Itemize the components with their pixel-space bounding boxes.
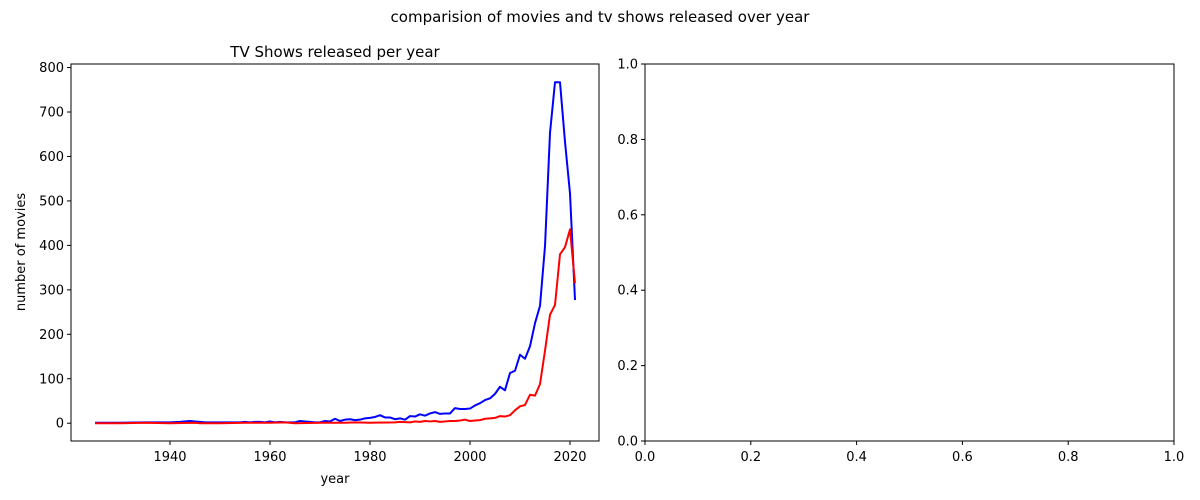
y-tick-label: 0.8 bbox=[617, 133, 638, 148]
x-tick-label: 1960 bbox=[253, 450, 286, 465]
y-tick-label: 0.6 bbox=[617, 208, 638, 223]
y-tick-label: 300 bbox=[39, 283, 64, 298]
plot-frame bbox=[644, 63, 1175, 442]
axis-ticks: 1940 1960 1980 2000 2020 0 100 200 300 400 500 600 7… bbox=[39, 61, 586, 465]
empty-chart: 0.0 0.2 0.4 0.6 0.8 1.0 0.0 0.2 0.4 0.6 0.8 1.0 bbox=[617, 58, 1184, 466]
x-tick-label: 1.0 bbox=[1164, 450, 1185, 465]
x-tick-label: 0.0 bbox=[635, 450, 656, 465]
y-tick-label: 200 bbox=[39, 328, 64, 343]
series-line-tv-shows bbox=[95, 228, 576, 425]
y-tick-label: 0.4 bbox=[617, 284, 638, 299]
y-tick-label: 1.0 bbox=[617, 58, 638, 73]
y-tick-label: 800 bbox=[39, 61, 64, 76]
y-tick-label: 0.2 bbox=[617, 359, 638, 374]
y-tick-label: 600 bbox=[39, 150, 64, 165]
x-tick-label: 0.8 bbox=[1058, 450, 1079, 465]
chart-title: TV Shows released per year bbox=[229, 43, 440, 61]
plot-frame bbox=[70, 63, 600, 442]
y-tick-label: 0.0 bbox=[617, 435, 638, 450]
y-tick-label: 700 bbox=[39, 106, 64, 121]
x-tick-label: 2020 bbox=[553, 450, 586, 465]
x-axis-label: year bbox=[320, 472, 350, 487]
y-tick-label: 100 bbox=[39, 372, 64, 387]
x-tick-label: 1940 bbox=[153, 450, 186, 465]
x-tick-label: 0.6 bbox=[952, 450, 973, 465]
series-lines bbox=[95, 81, 576, 425]
x-tick-label: 0.4 bbox=[846, 450, 867, 465]
x-tick-label: 1980 bbox=[353, 450, 386, 465]
figure-suptitle: comparision of movies and tv shows relea… bbox=[391, 8, 811, 26]
plot-area bbox=[71, 64, 599, 441]
plot-area bbox=[645, 64, 1174, 441]
y-tick-label: 500 bbox=[39, 194, 64, 209]
y-tick-label: 400 bbox=[39, 239, 64, 254]
y-axis-label: number of movies bbox=[14, 193, 29, 311]
x-tick-label: 0.2 bbox=[740, 450, 761, 465]
x-tick-label: 2000 bbox=[453, 450, 486, 465]
tv-shows-line-chart: 1940 1960 1980 2000 2020 0 100 200 300 400 500 600 7… bbox=[14, 43, 600, 487]
y-tick-label: 0 bbox=[56, 417, 64, 432]
axis-ticks: 0.0 0.2 0.4 0.6 0.8 1.0 0.0 0.2 0.4 0.6 0.8 1.0 bbox=[617, 58, 1184, 466]
